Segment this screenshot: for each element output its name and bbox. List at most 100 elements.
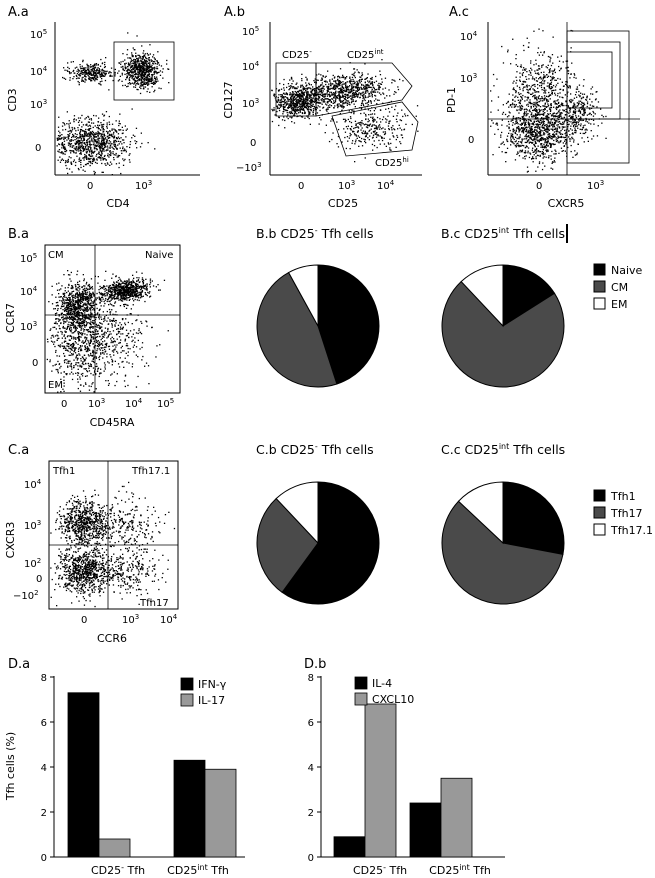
scatter-point-A-b bbox=[394, 108, 396, 111]
scatter-point-A-a bbox=[104, 146, 106, 148]
scatter-point-A-a bbox=[155, 70, 157, 72]
scatter-point-A-c bbox=[542, 133, 545, 135]
scatter-point-A-c bbox=[547, 134, 549, 136]
scatter-point-A-a bbox=[96, 75, 98, 77]
scatter-point-A-c bbox=[540, 143, 542, 145]
scatter-point-A-c bbox=[553, 126, 556, 128]
scatter-point-A-a bbox=[132, 55, 134, 57]
scatter-point-A-c bbox=[565, 83, 567, 85]
scatter-point-A-c bbox=[549, 70, 551, 73]
scatter-point-A-a bbox=[113, 141, 115, 143]
scatter-point-A-a bbox=[84, 135, 86, 138]
scatter-point-A-b bbox=[348, 101, 350, 104]
scatter-point-A-a bbox=[130, 75, 132, 78]
scatter-point-A-a bbox=[70, 150, 72, 152]
scatter-point-A-b bbox=[380, 121, 382, 123]
scatter-point-A-b bbox=[306, 102, 308, 104]
scatter-point-A-b bbox=[382, 92, 384, 94]
scatter-point-A-b bbox=[298, 102, 300, 104]
scatter-point-A-c bbox=[548, 136, 550, 138]
scatter-point-A-b bbox=[384, 131, 386, 133]
scatter-point-A-c bbox=[549, 110, 552, 112]
scatter-point-A-b bbox=[274, 97, 276, 99]
scatter-point-A-c bbox=[555, 150, 557, 152]
scatter-point-A-c bbox=[531, 84, 533, 87]
scatter-point-A-c bbox=[543, 126, 545, 129]
scatter-point-A-b bbox=[347, 118, 349, 121]
scatter-point-A-b bbox=[377, 91, 379, 93]
scatter-point-A-a bbox=[98, 132, 101, 134]
scatter-point-A-b bbox=[338, 95, 340, 97]
scatter-point-A-a bbox=[62, 153, 64, 155]
scatter-point-A-c bbox=[534, 118, 537, 120]
scatter-point-A-b bbox=[374, 119, 376, 121]
scatter-point-A-b bbox=[335, 85, 337, 87]
scatter-point-A-a bbox=[83, 69, 85, 71]
scatter-point-A-c bbox=[529, 132, 531, 135]
scatter-point-A-b bbox=[343, 95, 345, 97]
scatter-point-A-c bbox=[541, 146, 544, 149]
scatter-point-A-b bbox=[289, 116, 291, 118]
scatter-point-A-b bbox=[340, 100, 342, 102]
scatter-point-A-a bbox=[139, 146, 142, 148]
scatter-point-A-a bbox=[95, 77, 98, 79]
scatter-point-A-a bbox=[84, 147, 87, 149]
scatter-point-A-b bbox=[345, 120, 347, 122]
scatter-point-A-c bbox=[546, 101, 548, 103]
scatter-point-A-a bbox=[99, 129, 102, 131]
scatter-point-A-a bbox=[145, 81, 147, 84]
scatter-point-A-a bbox=[68, 120, 70, 122]
scatter-point-A-a bbox=[72, 70, 74, 72]
scatter-point-A-a bbox=[68, 125, 70, 127]
scatter-point-A-c bbox=[543, 118, 545, 120]
scatter-point-A-b bbox=[341, 96, 343, 98]
scatter-point-A-c bbox=[538, 141, 540, 143]
scatter-point-A-b bbox=[287, 114, 289, 116]
scatter-point-A-b bbox=[395, 118, 398, 120]
y-tick-A-b-2: 103 bbox=[242, 97, 259, 110]
scatter-point-A-a bbox=[140, 85, 143, 87]
scatter-point-A-b bbox=[392, 125, 394, 127]
scatter-point-A-a bbox=[101, 171, 103, 173]
scatter-point-A-b bbox=[382, 88, 384, 90]
scatter-point-A-a bbox=[141, 68, 143, 70]
scatter-point-A-c bbox=[548, 94, 550, 97]
scatter-point-A-c bbox=[512, 115, 515, 117]
scatter-point-A-a bbox=[86, 143, 89, 145]
scatter-point-A-c bbox=[515, 122, 517, 124]
scatter-point-A-b bbox=[318, 97, 320, 99]
scatter-point-A-c bbox=[538, 95, 540, 97]
scatter-point-A-c bbox=[555, 116, 557, 118]
scatter-point-A-b bbox=[327, 90, 329, 92]
scatter-point-A-b bbox=[368, 114, 370, 116]
scatter-point-A-b bbox=[355, 92, 358, 94]
scatter-point-A-b bbox=[371, 94, 373, 96]
scatter-point-A-a bbox=[105, 150, 107, 152]
scatter-point-A-b bbox=[330, 91, 333, 93]
scatter-point-A-a bbox=[106, 142, 108, 144]
scatter-point-A-a bbox=[106, 162, 109, 164]
scatter-point-A-b bbox=[300, 96, 302, 98]
scatter-point-A-a bbox=[77, 68, 79, 70]
scatter-point-A-c bbox=[540, 113, 542, 115]
scatter-point-A-c bbox=[505, 161, 507, 163]
scatter-point-A-b bbox=[379, 118, 381, 120]
scatter-point-A-b bbox=[319, 90, 321, 93]
scatter-point-A-c bbox=[544, 139, 546, 141]
scatter-point-A-b bbox=[367, 73, 369, 75]
scatter-point-A-b bbox=[346, 85, 348, 87]
scatter-point-A-a bbox=[81, 79, 83, 81]
x-tick-A-a-0: 0 bbox=[87, 181, 93, 192]
scatter-point-A-c bbox=[514, 123, 516, 125]
scatter-point-A-c bbox=[519, 88, 521, 90]
scatter-point-A-b bbox=[348, 137, 350, 139]
scatter-point-A-c bbox=[559, 78, 561, 80]
scatter-point-A-a bbox=[96, 78, 98, 81]
scatter-point-A-c bbox=[563, 145, 566, 147]
scatter-point-A-b bbox=[298, 99, 300, 101]
scatter-point-A-b bbox=[353, 133, 356, 135]
scatter-point-A-c bbox=[501, 131, 503, 134]
scatter-point-A-b bbox=[345, 89, 347, 92]
scatter-point-A-c bbox=[505, 102, 508, 105]
scatter-point-A-b bbox=[296, 101, 298, 103]
